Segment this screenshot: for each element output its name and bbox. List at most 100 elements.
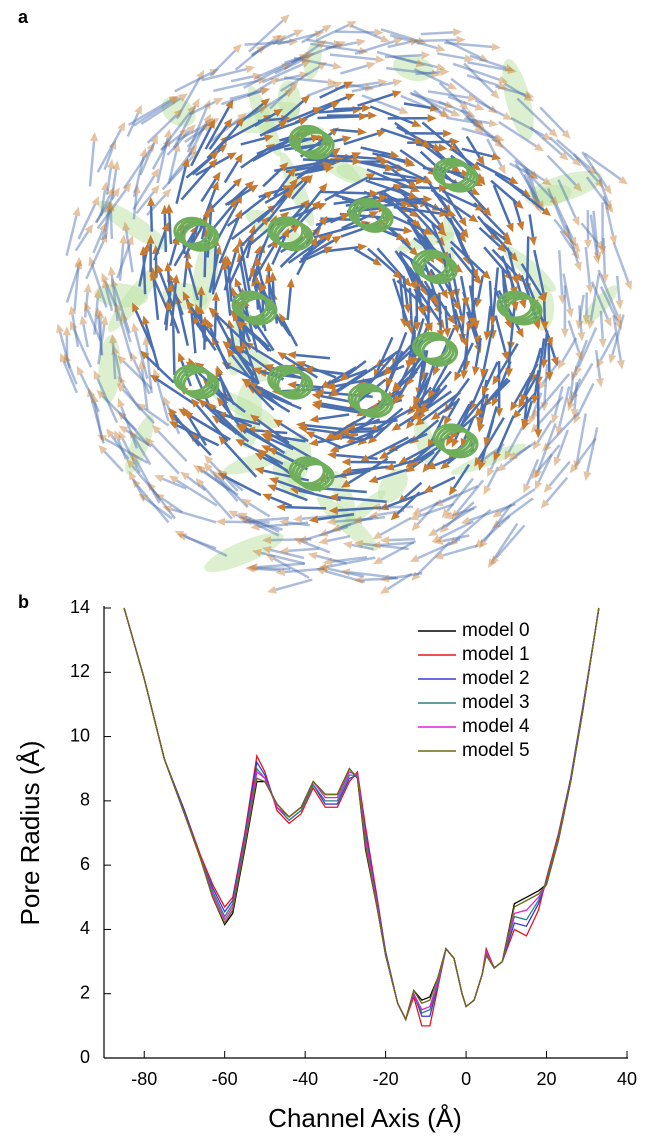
arrow-shaft [226,195,267,227]
helix [294,460,332,490]
arrow-head [361,104,372,113]
arrow-shaft [224,188,252,206]
arrow-head [446,436,454,447]
arrow-shaft [245,427,286,455]
arrow-shaft [494,315,507,353]
arrow-head [504,64,515,72]
arrow-head [191,98,200,108]
arrow-head [181,157,190,168]
arrow-head [206,319,214,330]
arrow-shaft [464,117,490,125]
arrow-head [446,209,457,217]
arrow-head [468,317,477,327]
arrow-shaft [173,413,201,447]
arrow-head [237,112,247,122]
arrow-head [440,109,451,118]
arrow-head [340,213,350,221]
arrow-shaft [186,413,208,446]
arrow-head [505,368,514,378]
arrow-shaft [286,286,292,321]
arrow-shaft [549,136,576,162]
arrow-head [416,36,427,45]
arrow-shaft [580,222,600,245]
arrow-head [506,222,514,233]
arrow-head [407,179,418,189]
arrow-head [593,255,601,265]
arrow-shaft [381,348,402,364]
arrow-shaft [223,160,240,184]
arrow-shaft [132,175,156,211]
arrow-shaft [168,308,181,334]
arrow-shaft [234,49,260,71]
arrow-shaft [319,84,346,99]
helix [415,251,453,281]
arrow-shaft [213,300,218,338]
arrow-shaft [548,460,571,487]
arrow-shaft [283,54,307,65]
arrow-head [308,515,319,524]
arrow-head [249,414,260,423]
arrow-shaft [187,121,208,158]
arrow-head [384,462,395,471]
arrow-head [529,170,539,180]
arrow-head [304,174,313,184]
arrow-head [501,351,510,361]
arrow-shaft [612,315,623,361]
arrow-head [287,381,297,390]
helix [237,294,275,324]
arrow-head [413,136,424,145]
arrow-shaft [389,33,438,50]
arrow-head [106,428,115,438]
arrow-head [164,262,173,272]
arrow-head [436,44,446,52]
arrow-head [575,351,583,361]
arrow-shaft [121,382,142,411]
arrow-shaft [259,123,281,137]
arrow-head [474,539,484,549]
arrow-head [166,282,175,292]
helix [297,462,335,492]
arrow-head [587,165,598,175]
arrow-shaft [546,154,577,187]
arrow-shaft [369,105,414,125]
arrow-shaft [537,453,553,483]
arrow-head [520,418,529,429]
arrow-head [228,198,238,209]
arrow-shaft [159,111,192,152]
arrow-shaft [174,71,212,93]
arrow-shaft [469,54,507,70]
arrow-head [461,297,470,307]
arrow-shaft [93,297,100,335]
ribbon [450,443,527,475]
arrow-head [224,255,233,266]
arrow-shaft [228,345,253,367]
arrow-shaft [558,250,564,296]
arrow-shaft [294,138,344,152]
arrow-shaft [574,437,597,467]
arrow-shaft [456,479,485,514]
arrow-shaft [332,415,367,436]
arrow-head [177,352,186,363]
arrow-shaft [435,505,478,533]
arrow-shaft [288,547,320,553]
arrow-shaft [263,469,310,482]
arrow-shaft [581,151,608,188]
arrow-head [440,289,449,299]
arrow-head [145,437,155,447]
arrow-head [141,315,150,326]
arrow-shaft [320,394,353,404]
arrow-shaft [342,435,365,442]
arrow-head [497,81,508,90]
arrow-head [459,100,469,110]
arrow-head [567,401,575,412]
arrow-shaft [514,159,545,182]
arrow-head [293,514,303,523]
ribbon [525,171,603,206]
arrow-head [118,430,127,441]
arrow-head [571,157,582,167]
arrow-shaft [326,535,351,543]
arrow-shaft [125,429,152,448]
arrow-head [481,270,491,280]
arrow-shaft [578,294,585,321]
arrow-head [452,300,461,311]
